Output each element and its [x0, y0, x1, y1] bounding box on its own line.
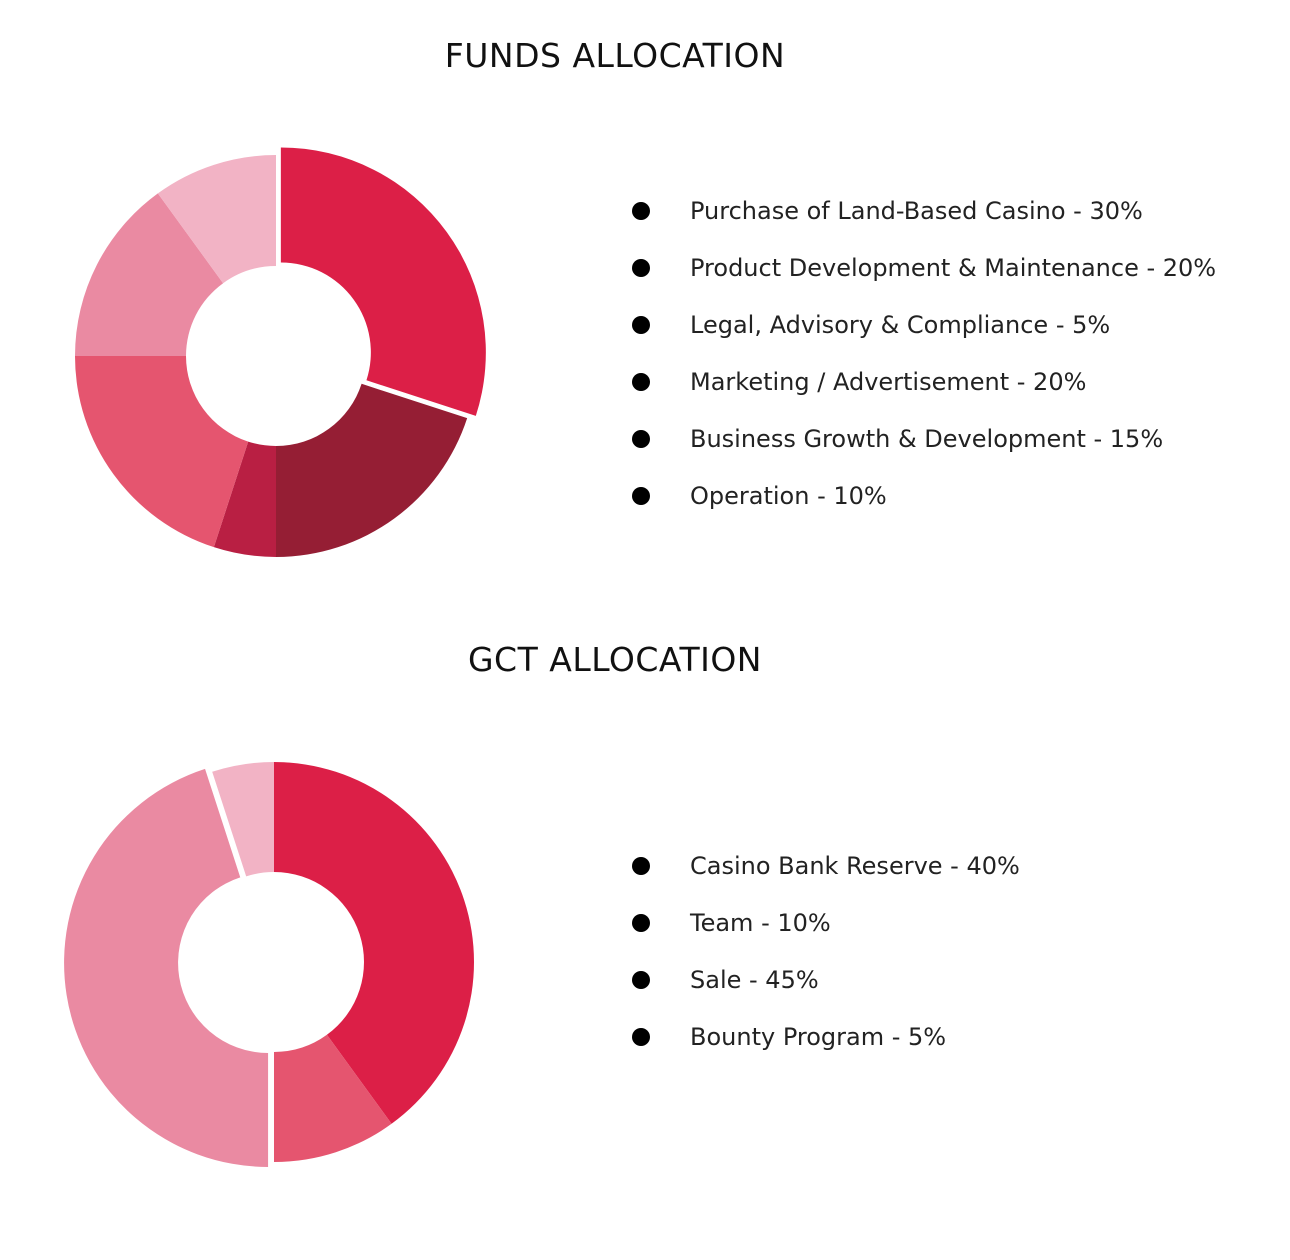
- funds-allocation-legend: Purchase of Land-Based Casino - 30% Produ…: [632, 182, 1216, 524]
- funds-allocation-title: FUNDS ALLOCATION: [444, 36, 786, 75]
- gct-allocation-donut: [64, 762, 474, 1167]
- donut-slice: [75, 356, 249, 548]
- legend-label: Purchase of Land-Based Casino - 30%: [690, 196, 1143, 225]
- bullet-icon: [632, 315, 650, 334]
- legend-item: Bounty Program - 5%: [632, 1008, 1020, 1065]
- bullet-icon: [632, 201, 650, 220]
- legend-item: Team - 10%: [632, 894, 1020, 951]
- legend-item: Product Development & Maintenance - 20%: [632, 239, 1216, 296]
- donut-slice: [75, 193, 224, 356]
- legend-label: Operation - 10%: [690, 481, 887, 510]
- legend-item: Purchase of Land-Based Casino - 30%: [632, 182, 1216, 239]
- donut-slice: [157, 155, 276, 284]
- bullet-icon: [632, 1027, 650, 1046]
- donut-slice: [212, 762, 274, 877]
- bullet-icon: [632, 913, 650, 932]
- legend-label: Product Development & Maintenance - 20%: [690, 253, 1217, 282]
- legend-label: Marketing / Advertisement - 20%: [690, 367, 1087, 396]
- bullet-icon: [632, 429, 650, 448]
- legend-item: Operation - 10%: [632, 467, 1216, 524]
- legend-item: Sale - 45%: [632, 951, 1020, 1008]
- legend-label: Bounty Program - 5%: [690, 1022, 947, 1051]
- donut-slice: [276, 383, 468, 557]
- donut-slice: [64, 768, 269, 1167]
- bullet-icon: [632, 258, 650, 277]
- legend-item: Legal, Advisory & Compliance - 5%: [632, 296, 1216, 353]
- donut-slice: [213, 441, 276, 557]
- funds-allocation-donut: [75, 147, 486, 557]
- legend-label: Team - 10%: [690, 908, 831, 937]
- gct-allocation-legend: Casino Bank Reserve - 40% Team - 10% Sale …: [632, 837, 1020, 1065]
- donut-slice: [274, 1034, 392, 1162]
- donut-slice: [274, 762, 474, 1124]
- bullet-icon: [632, 372, 650, 391]
- legend-item: Marketing / Advertisement - 20%: [632, 353, 1216, 410]
- bullet-icon: [632, 856, 650, 875]
- bullet-icon: [632, 970, 650, 989]
- legend-label: Legal, Advisory & Compliance - 5%: [690, 310, 1111, 339]
- legend-item: Casino Bank Reserve - 40%: [632, 837, 1020, 894]
- donut-slice: [280, 147, 486, 416]
- gct-allocation-title: GCT ALLOCATION: [467, 640, 762, 679]
- legend-label: Business Growth & Development - 15%: [690, 424, 1164, 453]
- legend-label: Casino Bank Reserve - 40%: [690, 851, 1020, 880]
- legend-label: Sale - 45%: [690, 965, 819, 994]
- bullet-icon: [632, 486, 650, 505]
- legend-item: Business Growth & Development - 15%: [632, 410, 1216, 467]
